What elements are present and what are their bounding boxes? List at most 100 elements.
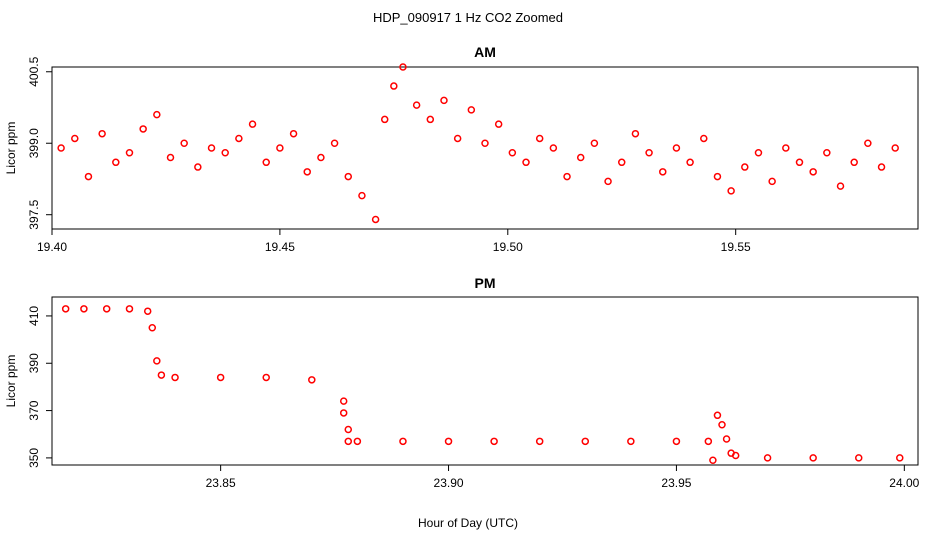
am-data-point xyxy=(631,129,640,138)
am-data-point xyxy=(358,191,366,200)
pm-data-point xyxy=(143,307,152,315)
pm-data-point xyxy=(731,451,740,460)
am-data-point xyxy=(303,168,311,176)
pm-data-point xyxy=(80,305,88,313)
am-data-point xyxy=(659,168,667,176)
am-data-point xyxy=(535,134,544,143)
am-data-point xyxy=(508,149,517,157)
am-panel-title: AM xyxy=(474,44,496,60)
am-data-point xyxy=(795,158,804,167)
am-y-axis-label: Licor ppm xyxy=(4,122,18,175)
am-y-tick-label: 400.5 xyxy=(27,56,41,86)
am-data-point xyxy=(371,215,380,224)
pm-y-tick-label: 370 xyxy=(27,400,41,420)
am-data-point xyxy=(809,168,817,176)
am-data-point xyxy=(576,153,585,162)
pm-data-point xyxy=(854,454,863,462)
am-data-point xyxy=(139,125,147,133)
am-data-point xyxy=(891,144,899,152)
pm-data-point xyxy=(535,437,544,446)
am-data-point xyxy=(399,63,407,71)
am-data-point xyxy=(166,153,175,162)
pm-data-point xyxy=(718,421,726,429)
am-data-point xyxy=(481,139,489,147)
pm-data-point xyxy=(353,437,362,446)
pm-y-axis-label: Licor ppm xyxy=(4,355,18,408)
am-data-point xyxy=(617,158,626,167)
am-data-point xyxy=(426,115,435,124)
pm-data-point xyxy=(672,437,681,446)
am-data-point xyxy=(823,149,831,157)
am-data-point xyxy=(262,158,270,167)
am-data-points xyxy=(57,63,899,224)
pm-y-tick-label: 390 xyxy=(27,353,41,373)
am-data-point xyxy=(494,120,503,128)
pm-data-point xyxy=(153,357,161,365)
am-data-point xyxy=(727,187,735,195)
pm-panel-title: PM xyxy=(475,275,496,291)
am-data-point xyxy=(549,144,558,152)
pm-data-point xyxy=(216,373,225,382)
pm-data-point xyxy=(262,373,270,382)
pm-data-point xyxy=(102,305,111,313)
pm-x-tick-label: 23.90 xyxy=(434,476,464,490)
am-data-point xyxy=(467,106,476,114)
am-data-point xyxy=(412,101,421,109)
pm-y-tick-label: 350 xyxy=(27,448,41,468)
am-plot-frame xyxy=(51,66,919,230)
am-data-point xyxy=(330,139,339,147)
am-data-point xyxy=(700,134,708,143)
am-data-point xyxy=(207,144,216,152)
am-y-tick-label: 397.5 xyxy=(27,199,41,229)
am-data-point xyxy=(836,182,845,190)
figure-title: HDP_090917 1 Hz CO2 Zoomed xyxy=(373,10,563,25)
pm-data-point xyxy=(125,305,134,313)
am-data-point xyxy=(276,144,284,152)
pm-data-point xyxy=(148,324,157,332)
pm-plot-frame xyxy=(51,296,919,466)
am-data-point xyxy=(453,134,462,143)
pm-data-point xyxy=(763,454,772,462)
am-data-point xyxy=(604,177,612,186)
am-data-point xyxy=(522,158,530,167)
pm-x-tick-label: 24.00 xyxy=(889,476,919,490)
am-data-point xyxy=(57,144,65,152)
am-data-point xyxy=(782,144,790,152)
pm-panel: PM 23.85 23.90 23.95 24.00 350 370 390 410 Lic… xyxy=(4,275,920,490)
am-x-tick-label: 19.45 xyxy=(265,240,295,254)
pm-data-point xyxy=(171,373,179,382)
pm-data-point xyxy=(61,305,70,313)
pm-data-point xyxy=(704,437,713,446)
pm-data-point xyxy=(581,437,590,446)
am-data-point xyxy=(390,82,398,90)
pm-data-point xyxy=(339,397,348,405)
am-data-point xyxy=(221,149,229,157)
pm-data-points xyxy=(61,305,904,465)
am-data-point xyxy=(440,96,448,105)
am-data-point xyxy=(850,158,858,167)
am-data-point xyxy=(380,115,389,124)
am-data-point xyxy=(877,163,886,171)
am-data-point xyxy=(754,149,763,157)
pm-data-point xyxy=(157,371,166,379)
am-data-point xyxy=(317,153,325,162)
pm-data-point xyxy=(722,435,731,443)
am-x-tick-label: 19.50 xyxy=(493,240,523,254)
am-data-point xyxy=(344,172,353,181)
pm-data-point xyxy=(399,437,407,446)
x-axis-label: Hour of Day (UTC) xyxy=(418,516,518,530)
am-data-point xyxy=(112,158,120,167)
am-data-point xyxy=(768,177,776,186)
pm-data-point xyxy=(444,437,453,446)
am-data-point xyxy=(98,129,106,138)
am-x-tick-label: 19.40 xyxy=(37,240,67,254)
am-x-tick-label: 19.55 xyxy=(721,240,751,254)
am-data-point xyxy=(125,149,134,157)
am-data-point xyxy=(248,120,257,128)
pm-x-axis: 23.85 23.90 23.95 24.00 xyxy=(206,465,920,490)
am-data-point xyxy=(153,110,161,119)
am-data-point xyxy=(741,163,749,171)
am-data-point xyxy=(590,139,599,147)
pm-data-point xyxy=(627,437,635,446)
